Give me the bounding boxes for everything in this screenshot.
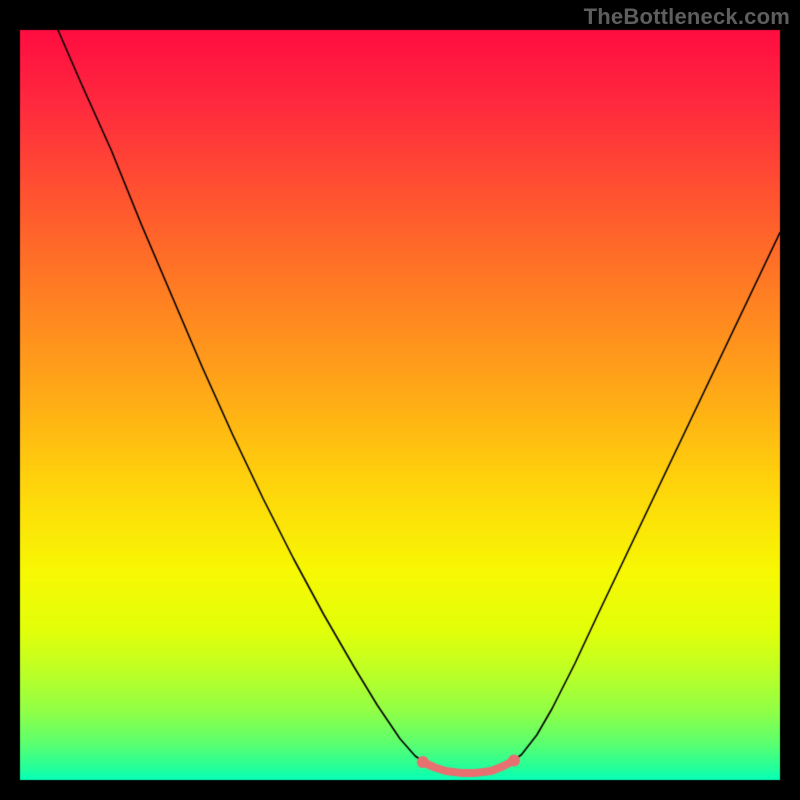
watermark-text: TheBottleneck.com (584, 4, 790, 30)
chart-frame: TheBottleneck.com (0, 0, 800, 800)
bottleneck-curve-plot (0, 0, 800, 800)
